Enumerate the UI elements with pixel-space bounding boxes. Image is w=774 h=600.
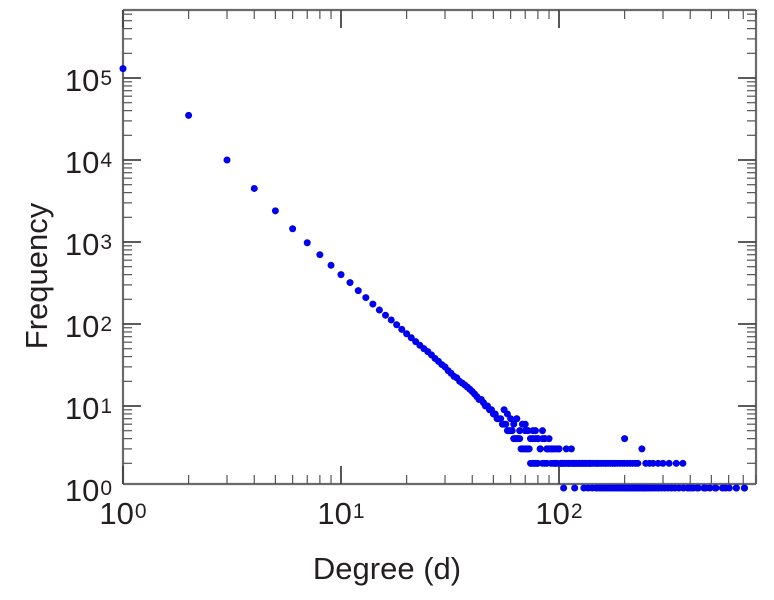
data-point: [497, 415, 505, 423]
data-points: [119, 65, 749, 492]
data-point: [665, 459, 673, 467]
data-point: [611, 459, 619, 467]
data-point: [534, 435, 542, 443]
data-point: [725, 484, 733, 492]
data-point: [557, 459, 565, 467]
data-point: [510, 420, 518, 428]
data-point: [271, 207, 279, 215]
data-point: [289, 225, 297, 233]
data-point: [602, 459, 610, 467]
y-tick-label-5: 105: [64, 63, 112, 98]
data-point: [223, 156, 231, 164]
data-point: [638, 445, 646, 453]
data-point: [250, 184, 258, 192]
y-axis-title: Frequency: [19, 202, 54, 350]
data-point: [593, 459, 601, 467]
data-point: [718, 484, 726, 492]
data-point: [502, 420, 510, 428]
tick-marks: [122, 10, 757, 484]
data-point: [346, 279, 354, 287]
y-tick-label-0: 100: [64, 473, 112, 508]
data-point: [513, 415, 521, 423]
data-point: [375, 306, 383, 314]
data-point: [562, 445, 570, 453]
series-0: [119, 65, 749, 492]
data-point: [733, 484, 741, 492]
data-point: [634, 459, 642, 467]
data-point: [508, 427, 516, 435]
data-point: [560, 484, 568, 492]
data-point: [536, 445, 544, 453]
data-point: [621, 435, 629, 443]
data-point: [672, 459, 680, 467]
data-point: [549, 445, 557, 453]
data-point: [327, 261, 335, 269]
data-point: [541, 435, 549, 443]
data-point: [569, 459, 577, 467]
y-tick-label-3: 103: [64, 227, 112, 262]
data-point: [316, 251, 324, 259]
data-point: [740, 484, 748, 492]
data-point: [551, 459, 559, 467]
data-point: [524, 427, 532, 435]
data-point: [659, 459, 667, 467]
data-point: [581, 459, 589, 467]
data-point: [403, 330, 411, 338]
data-point: [531, 427, 539, 435]
data-point: [303, 239, 311, 247]
data-point: [119, 65, 127, 73]
data-point: [362, 294, 370, 302]
data-point: [387, 316, 395, 324]
data-point: [567, 445, 575, 453]
data-point: [571, 484, 579, 492]
data-point: [555, 445, 563, 453]
data-point: [679, 459, 687, 467]
series-1: [560, 484, 748, 492]
y-tick-label-1: 101: [64, 391, 112, 426]
data-point: [689, 484, 697, 492]
data-point: [393, 321, 401, 329]
data-point: [382, 311, 389, 319]
data-point: [516, 427, 524, 435]
data-point: [525, 445, 533, 453]
data-point: [369, 300, 377, 308]
x-axis-title: Degree (d): [312, 551, 462, 586]
series-2: [500, 406, 629, 467]
data-point: [354, 287, 362, 295]
data-point: [516, 435, 524, 443]
data-point: [337, 271, 345, 279]
data-point: [538, 427, 546, 435]
y-tick-label-4: 104: [64, 145, 112, 180]
axis-frame: [121, 8, 758, 486]
data-point: [507, 415, 515, 423]
data-point: [649, 459, 657, 467]
x-tick-label-1: 101: [317, 496, 365, 531]
data-point: [684, 484, 692, 492]
data-point: [529, 435, 537, 443]
data-point: [521, 420, 529, 428]
data-point: [712, 484, 720, 492]
data-point: [575, 459, 583, 467]
data-point: [700, 484, 708, 492]
data-point: [694, 484, 702, 492]
x-tick-label-0: 100: [99, 496, 147, 531]
data-point: [543, 445, 551, 453]
data-point: [185, 111, 193, 119]
data-point: [398, 325, 406, 333]
y-tick-label-2: 102: [64, 309, 112, 344]
data-point: [706, 484, 714, 492]
x-tick-label-2: 102: [535, 496, 583, 531]
data-point: [654, 459, 662, 467]
data-point: [500, 406, 508, 414]
